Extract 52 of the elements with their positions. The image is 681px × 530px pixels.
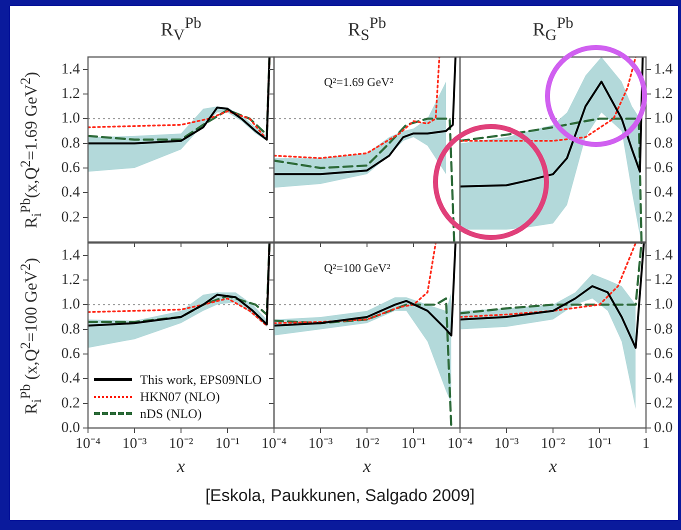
y-tick-label: 1.0 — [61, 110, 80, 127]
y-tick-label: 1.0 — [61, 296, 80, 313]
y-tick-label: 0.6 — [654, 160, 674, 176]
x-tick-label: 10⁻¹ — [401, 436, 426, 452]
y-tick-label: 0.4 — [654, 184, 674, 201]
y-tick-label: 0.2 — [654, 209, 673, 226]
legend-label: nDS (NLO) — [140, 405, 202, 422]
y-tick-label: 0.4 — [61, 370, 80, 387]
y-tick-label: 1.4 — [61, 61, 80, 78]
text: [Eskola, Paukkunen, Salgado 2009] — [205, 486, 475, 506]
x-axis-title: x — [549, 456, 557, 477]
x-tick-label: 10⁻⁴ — [261, 436, 287, 452]
y-tick-label: 1.2 — [61, 272, 80, 288]
legend-label: HKN07 (NLO) — [140, 388, 220, 405]
y-tick-label: 0.6 — [654, 346, 674, 362]
annotation: Q²=100 GeV² — [324, 261, 390, 276]
x-tick-label: 1 — [642, 436, 650, 452]
y-tick-label: 0.6 — [61, 160, 80, 176]
y-tick-label: 1.2 — [654, 86, 673, 102]
y-tick-label: 0.0 — [654, 420, 673, 436]
x-axis-title: x — [363, 456, 371, 477]
y-tick-label: 1.2 — [61, 86, 80, 102]
x-tick-label: 10⁻³ — [494, 436, 520, 452]
y-tick-label: 1.0 — [654, 296, 673, 313]
y-tick-label: 0.0 — [61, 420, 80, 436]
y-tick-label: 0.8 — [61, 135, 80, 152]
y-tick-label: 0.6 — [61, 346, 80, 362]
x-tick-label: 10⁻⁴ — [447, 436, 473, 452]
y-tick-label: 0.8 — [654, 135, 673, 152]
x-axis-title: x — [177, 456, 185, 477]
y-tick-label: 0.8 — [61, 321, 80, 338]
x-tick-label: 10⁻² — [168, 436, 194, 452]
x-tick-label: 10⁻⁴ — [75, 436, 101, 452]
y-tick-label: 0.4 — [61, 184, 80, 201]
legend-label: This work, EPS09NLO — [140, 371, 262, 388]
x-tick-label: 10⁻³ — [122, 436, 148, 452]
x-tick-label: 10⁻¹ — [215, 436, 240, 452]
y-tick-label: 0.2 — [654, 395, 673, 412]
x-tick-label: 10⁻³ — [308, 436, 334, 452]
y-tick-label: 0.4 — [654, 370, 674, 387]
y-tick-label: 0.2 — [61, 209, 80, 226]
y-tick-label: 1.4 — [654, 247, 674, 264]
y-tick-label: 0.2 — [61, 395, 80, 412]
y-tick-label: 1.0 — [654, 110, 673, 127]
y-tick-label: 1.4 — [654, 61, 674, 78]
annotation: Q²=1.69 GeV² — [324, 75, 394, 90]
x-tick-label: 10⁻¹ — [587, 436, 612, 452]
y-tick-label: 1.4 — [61, 247, 80, 264]
x-tick-label: 10⁻² — [354, 436, 380, 452]
y-tick-label: 0.8 — [654, 321, 673, 338]
y-tick-label: 1.2 — [654, 272, 673, 288]
x-tick-label: 10⁻² — [540, 436, 566, 452]
